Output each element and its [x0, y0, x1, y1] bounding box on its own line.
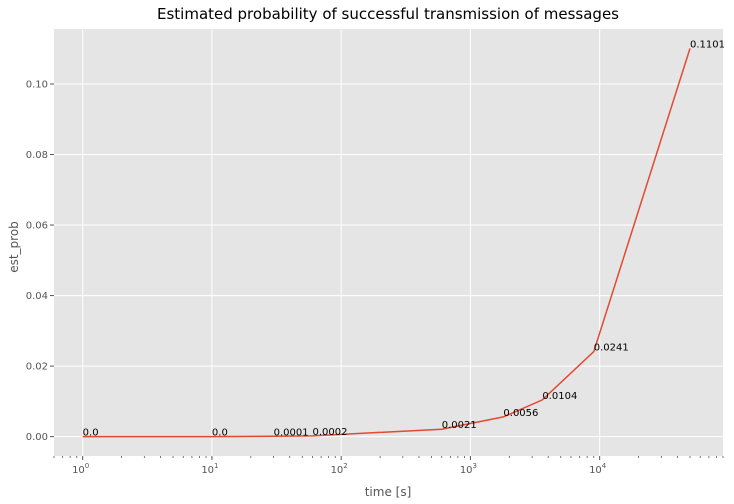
data-label: 0.0002	[312, 427, 347, 438]
data-label: 0.1101	[690, 39, 725, 50]
y-tick-label: 0.02	[26, 362, 48, 373]
y-axis: 0.00 0.02 0.04 0.06 0.08 0.10	[26, 80, 54, 443]
grid	[54, 29, 723, 456]
x-tick-label: 103	[460, 462, 477, 476]
data-label: 0.0021	[442, 420, 477, 431]
data-labels: 0.0 0.0 0.0001 0.0002 0.0021 0.0056 0.0104 0.02…	[83, 39, 725, 438]
data-label: 0.0	[83, 428, 99, 439]
chart-title: Estimated probability of successful tran…	[157, 5, 619, 23]
plot-area	[54, 29, 723, 456]
data-label: 0.0104	[542, 391, 577, 402]
y-tick-label: 0.00	[26, 432, 48, 443]
data-label: 0.0	[212, 428, 228, 439]
data-label: 0.0001	[274, 427, 309, 438]
x-axis-label: time [s]	[365, 485, 412, 499]
x-axis: 100 101 102 103 104	[53, 456, 724, 476]
x-tick-label: 104	[589, 462, 607, 476]
y-tick-label: 0.04	[26, 291, 48, 302]
y-tick-label: 0.06	[26, 221, 48, 232]
y-tick-label: 0.10	[26, 80, 48, 91]
x-tick-label: 100	[72, 462, 89, 476]
data-label: 0.0241	[594, 343, 629, 354]
series-group	[82, 48, 691, 438]
y-axis-label: est_prob	[7, 221, 21, 273]
x-tick-label: 102	[331, 462, 348, 476]
x-tick-label: 101	[201, 462, 218, 476]
y-tick-label: 0.08	[26, 150, 48, 161]
data-label: 0.0056	[503, 408, 538, 419]
series-line	[82, 48, 691, 438]
